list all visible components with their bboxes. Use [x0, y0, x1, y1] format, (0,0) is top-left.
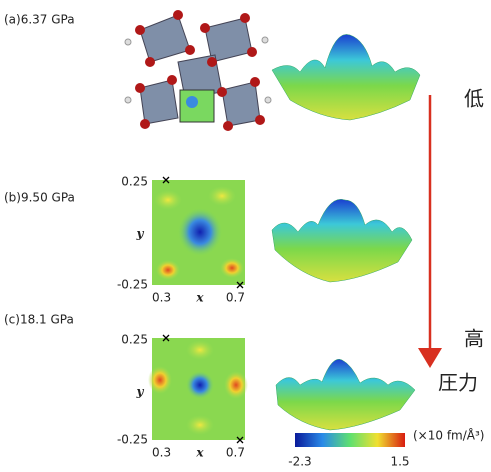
surface-plot: [272, 34, 420, 430]
page: (a)6.37 GPa (b)9.50 GPa (c)18.1 GPa: [0, 0, 491, 472]
y-tick-label: 0.25: [121, 175, 148, 189]
x-axis-label: x: [195, 291, 204, 305]
panel-label: (a)6.37 GPa: [4, 13, 75, 27]
x-axis-label: x: [195, 446, 204, 460]
panel-label: (b)9.50 GPa: [4, 191, 75, 205]
colorbar-max: 1.5: [390, 455, 409, 469]
crystal-structure: [125, 10, 271, 131]
arrow-bottom-label: 高: [464, 327, 484, 351]
colorbar: [295, 433, 405, 447]
x-tick-label: 0.3: [152, 446, 171, 460]
y-tick-label: -0.25: [117, 433, 148, 447]
x-tick-label: 0.7: [226, 291, 245, 305]
x-tick-label: 0.7: [226, 446, 245, 460]
density-map: [152, 180, 245, 285]
arrow-top-label: 低: [464, 87, 484, 111]
y-axis-label: y: [136, 227, 145, 241]
arrow-label: 圧力: [438, 371, 478, 395]
y-tick-label: -0.25: [117, 278, 148, 292]
y-tick-label: 0.25: [121, 333, 148, 347]
y-axis-label: y: [136, 385, 145, 399]
colorbar-min: -2.3: [288, 455, 311, 469]
colorbar-unit: (×10 fm/Å³): [413, 428, 484, 443]
x-tick-label: 0.3: [152, 291, 171, 305]
panel-label: (c)18.1 GPa: [4, 313, 74, 327]
density-map: [148, 338, 248, 440]
figure: (a)6.37 GPa (b)9.50 GPa (c)18.1 GPa: [0, 0, 491, 472]
arrow-head: [418, 348, 442, 368]
